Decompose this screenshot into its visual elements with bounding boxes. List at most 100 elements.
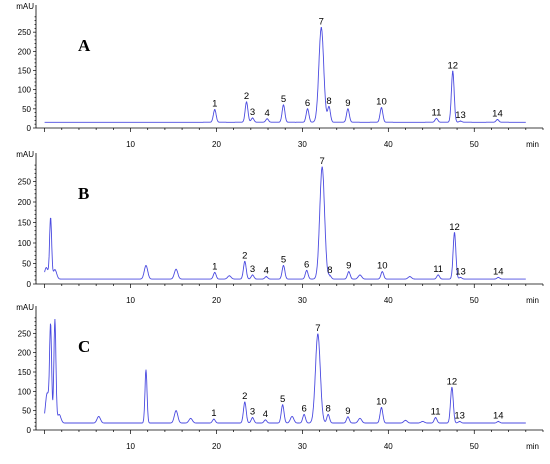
peak-marker — [452, 70, 454, 72]
peak-label: 11 — [433, 264, 443, 275]
peak-label: 11 — [432, 107, 442, 118]
peak-marker — [497, 420, 499, 423]
peak-label: 1 — [212, 262, 217, 273]
peak-label: 3 — [250, 264, 255, 275]
y-tick-label: 100 — [18, 86, 32, 95]
x-tick-label: 30 — [298, 442, 307, 451]
peak-label: 8 — [326, 404, 331, 415]
y-tick-label: 50 — [22, 407, 31, 416]
minor-peak-marker — [405, 419, 407, 421]
peak-label: 4 — [265, 108, 270, 119]
panel-letter: C — [78, 337, 90, 356]
peak-marker — [251, 274, 254, 276]
peak-marker — [459, 120, 462, 122]
y-tick-label: 200 — [18, 198, 32, 207]
peak-label: 14 — [493, 266, 504, 277]
minor-peak-marker — [98, 415, 100, 417]
peak-marker — [435, 117, 438, 120]
peak-marker — [244, 260, 246, 263]
peak-marker — [380, 107, 383, 109]
peak-marker — [265, 276, 267, 278]
peak-label: 12 — [447, 376, 458, 387]
x-unit-label: min — [526, 442, 539, 451]
x-tick-label: 20 — [212, 140, 221, 149]
y-tick-label: 0 — [27, 124, 32, 133]
peak-marker — [453, 232, 456, 234]
y-tick-label: 0 — [27, 426, 32, 435]
minor-peak-marker — [190, 417, 192, 419]
peak-label: 10 — [376, 97, 387, 108]
peak-label: 7 — [315, 323, 320, 334]
peak-label: 13 — [455, 266, 466, 277]
peak-marker — [497, 276, 499, 279]
peak-marker — [381, 271, 383, 273]
minor-peak-marker — [50, 217, 52, 219]
peak-label: 7 — [319, 17, 324, 28]
panel-letter: B — [78, 184, 89, 203]
peak-label: 3 — [250, 107, 255, 118]
y-tick-label: 150 — [18, 219, 32, 228]
minor-peak-marker — [291, 415, 293, 417]
y-tick-label: 0 — [27, 280, 32, 289]
peak-label: 2 — [244, 91, 249, 102]
peak-marker — [214, 109, 216, 111]
y-tick-label: 150 — [18, 67, 32, 76]
peak-label: 5 — [281, 94, 286, 105]
peak-marker — [380, 406, 383, 409]
y-unit-label: mAU — [16, 2, 34, 11]
peak-label: 2 — [242, 391, 247, 402]
x-tick-label: 10 — [126, 442, 135, 451]
peak-marker — [251, 417, 254, 419]
x-tick-label: 50 — [470, 140, 479, 149]
minor-peak-marker — [50, 327, 52, 329]
minor-peak-marker — [175, 268, 177, 270]
x-tick-label: 50 — [470, 296, 479, 305]
minor-peak-marker — [359, 417, 361, 419]
peak-label: 7 — [320, 156, 325, 167]
peak-marker — [328, 106, 330, 108]
peak-label: 6 — [305, 98, 310, 109]
peak-label: 14 — [492, 109, 503, 120]
peak-marker — [437, 274, 439, 276]
peak-label: 9 — [345, 98, 350, 109]
x-tick-label: 10 — [126, 140, 135, 149]
chromatogram-trace — [44, 27, 526, 123]
y-unit-label: mAU — [16, 303, 34, 312]
peak-label: 10 — [377, 261, 388, 272]
peak-label: 6 — [301, 404, 306, 415]
peak-marker — [329, 275, 331, 277]
peak-marker — [306, 269, 308, 272]
minor-peak-marker — [54, 319, 56, 321]
x-unit-label: min — [526, 296, 539, 305]
x-tick-label: 10 — [126, 296, 135, 305]
peak-label: 1 — [212, 99, 217, 110]
minor-peak-marker — [54, 269, 56, 271]
peak-marker — [264, 419, 267, 421]
peak-label: 12 — [449, 222, 460, 233]
peak-marker — [327, 413, 329, 416]
y-tick-label: 50 — [22, 105, 31, 114]
peak-marker — [214, 271, 216, 274]
peak-label: 4 — [264, 266, 269, 277]
peak-marker — [459, 276, 462, 279]
peak-marker — [320, 26, 322, 29]
minor-peak-marker — [359, 274, 361, 276]
peak-marker — [348, 271, 350, 273]
x-tick-label: 20 — [212, 296, 221, 305]
minor-peak-marker — [145, 265, 147, 267]
minor-peak-marker — [46, 392, 48, 394]
peak-label: 12 — [447, 60, 458, 71]
peak-label: 13 — [454, 410, 465, 421]
peak-marker — [266, 118, 268, 120]
peak-label: 5 — [280, 394, 285, 405]
peak-label: 9 — [345, 406, 350, 417]
peak-marker — [321, 166, 323, 168]
peak-label: 14 — [493, 410, 504, 421]
y-tick-label: 250 — [18, 329, 32, 338]
chromatogram-trace — [44, 318, 526, 424]
y-tick-label: 200 — [18, 349, 32, 358]
peak-marker — [251, 117, 254, 119]
